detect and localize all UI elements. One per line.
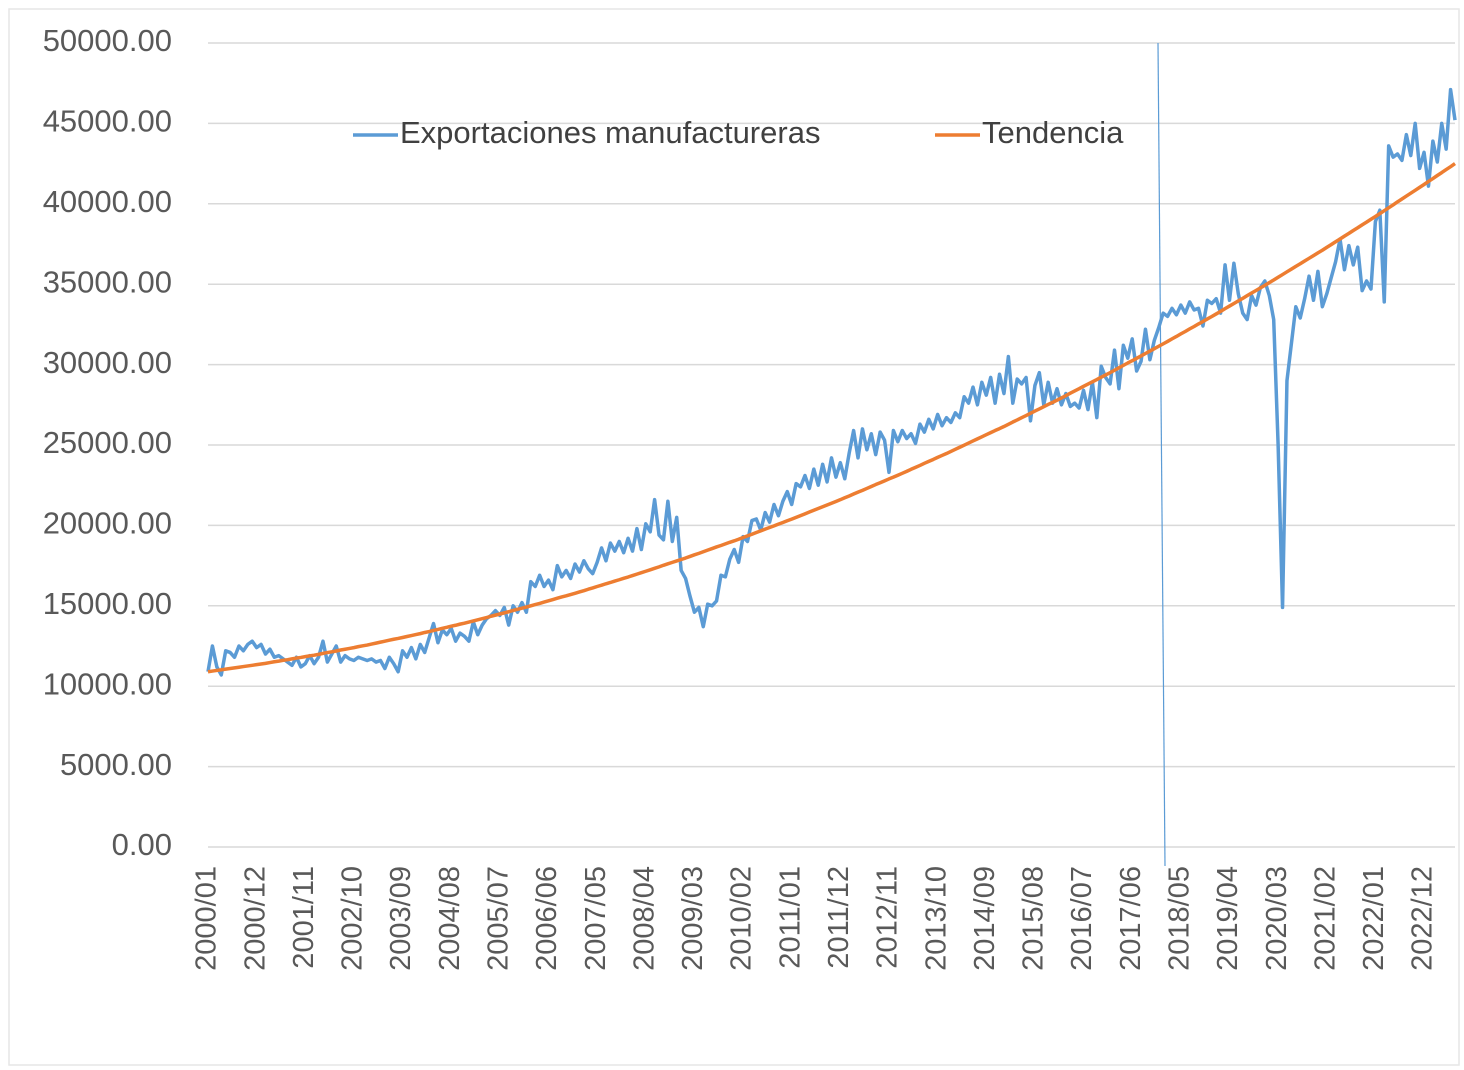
- marker-line: [1157, 42, 1166, 867]
- chart-border: [8, 8, 1460, 1066]
- y-tick-label: 50000.00: [43, 23, 172, 58]
- x-tick-label: 2012/11: [872, 866, 904, 969]
- x-tick-label: 2006/06: [531, 866, 563, 971]
- x-tick-label: 2022/12: [1407, 866, 1439, 971]
- x-tick-label: 2013/10: [920, 866, 952, 971]
- x-tick-label: 2014/09: [969, 866, 1001, 971]
- y-tick-label: 15000.00: [43, 586, 172, 621]
- x-tick-label: 2016/07: [1066, 866, 1098, 971]
- legend-label: Tendencia: [982, 115, 1124, 150]
- x-tick-label: 2015/08: [1018, 866, 1050, 971]
- legend-label: Exportaciones manufactureras: [400, 115, 820, 150]
- x-tick-label: 2003/09: [385, 866, 417, 971]
- y-tick-label: 35000.00: [43, 264, 172, 299]
- x-tick-label: 2001/11: [288, 866, 320, 969]
- y-tick-label: 20000.00: [43, 506, 172, 541]
- x-tick-label: 2011/12: [823, 866, 855, 969]
- x-tick-label: 2004/08: [434, 866, 466, 971]
- y-tick-label: 40000.00: [43, 184, 172, 219]
- y-tick-label: 0.00: [112, 827, 172, 862]
- y-tick-label: 5000.00: [60, 747, 172, 782]
- x-tick-label: 2017/06: [1115, 866, 1147, 971]
- y-tick-label: 45000.00: [43, 104, 172, 139]
- x-tick-label: 2002/10: [337, 866, 369, 971]
- x-tick-label: 2000/01: [191, 866, 223, 971]
- series-line: [207, 162, 1456, 674]
- y-tick-label: 10000.00: [43, 666, 172, 701]
- x-tick-label: 2009/03: [677, 866, 709, 971]
- x-tick-label: 2011/01: [774, 866, 806, 969]
- y-tick-label: 25000.00: [43, 425, 172, 460]
- x-tick-label: 2008/04: [628, 866, 660, 971]
- x-tick-label: 2022/01: [1358, 866, 1390, 971]
- x-tick-label: 2019/04: [1212, 866, 1244, 971]
- y-tick-label: 30000.00: [43, 345, 172, 380]
- x-tick-label: 2018/05: [1163, 866, 1195, 971]
- x-tick-label: 2007/05: [580, 866, 612, 971]
- x-tick-label: 2000/12: [239, 866, 271, 971]
- x-tick-label: 2010/02: [726, 866, 758, 971]
- grid: [208, 42, 1455, 848]
- x-tick-label: 2021/02: [1309, 866, 1341, 971]
- x-tick-label: 2005/07: [483, 866, 515, 971]
- series-line: [206, 87, 1457, 677]
- x-tick-label: 2020/03: [1261, 866, 1293, 971]
